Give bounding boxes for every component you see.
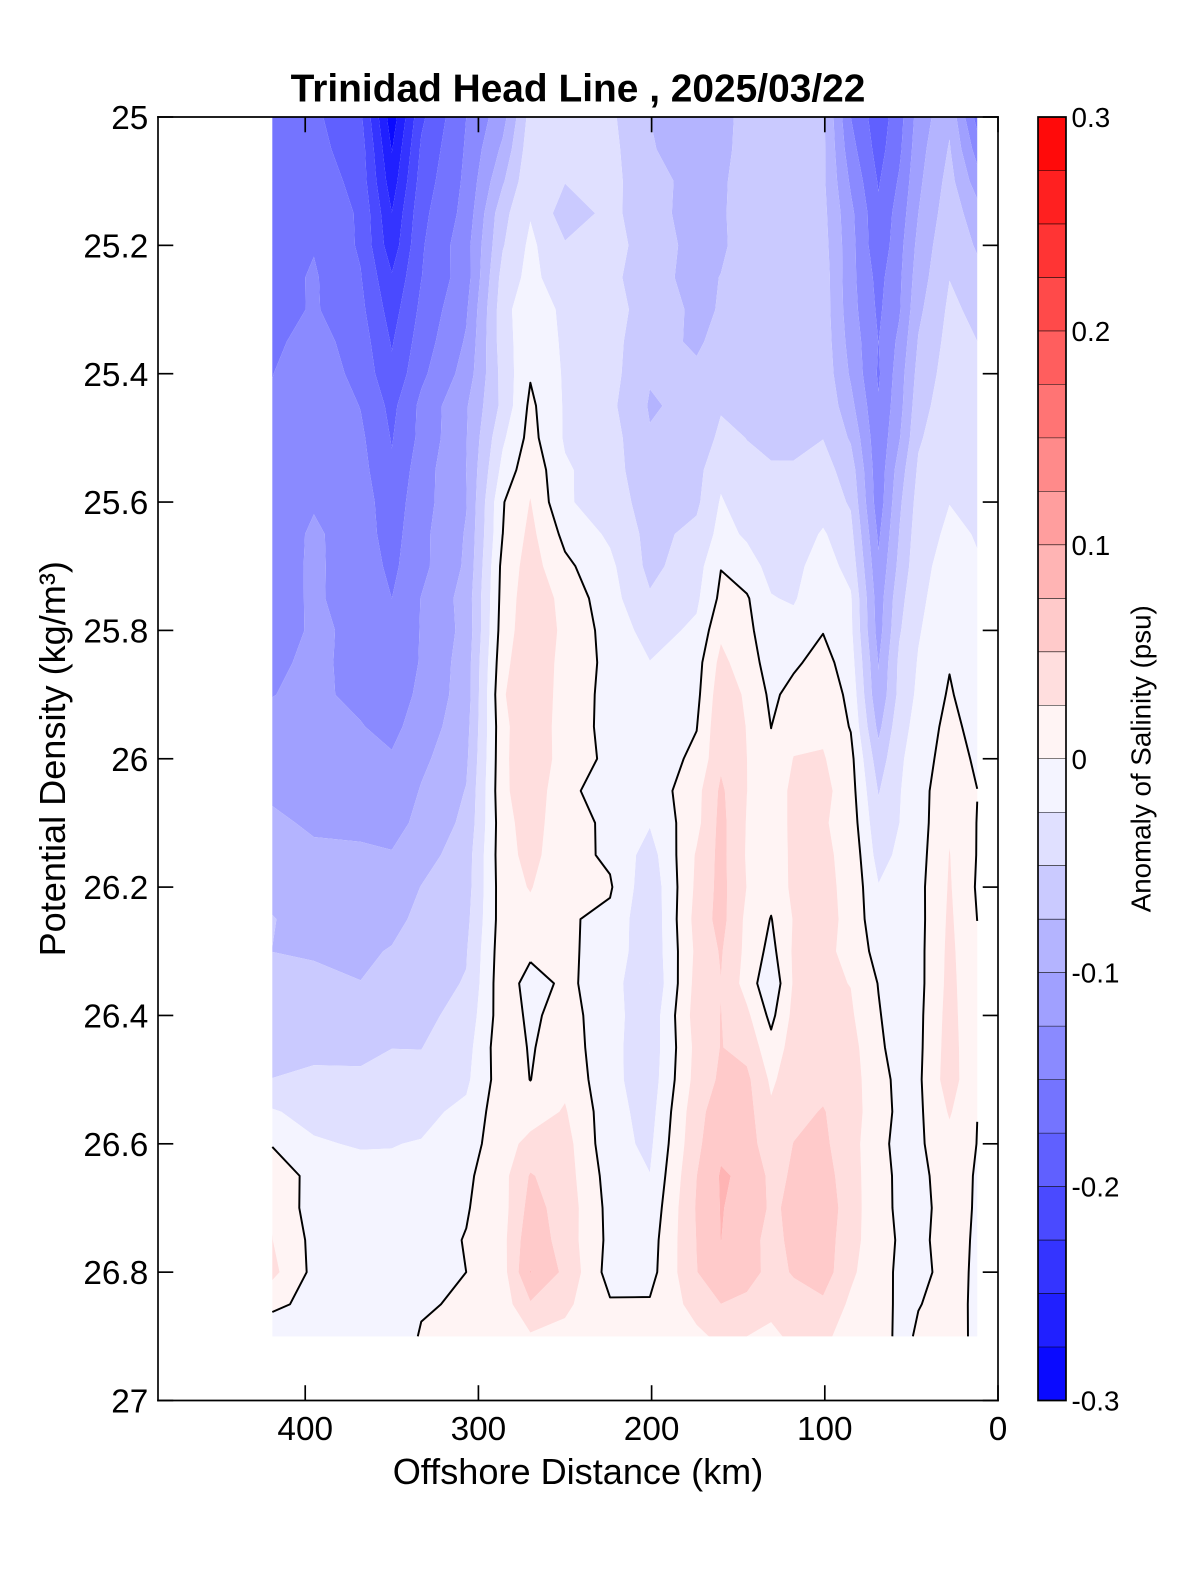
- svg-text:-0.3: -0.3: [1072, 1386, 1120, 1417]
- svg-text:Offshore Distance (km): Offshore Distance (km): [393, 1451, 764, 1492]
- svg-text:Potential Density (kg/m³): Potential Density (kg/m³): [32, 561, 73, 956]
- svg-text:27: 27: [111, 1384, 148, 1421]
- svg-text:25.6: 25.6: [83, 485, 148, 522]
- svg-text:0: 0: [989, 1411, 1008, 1448]
- svg-text:0: 0: [1072, 744, 1087, 775]
- svg-text:26.4: 26.4: [83, 999, 148, 1036]
- svg-text:26.2: 26.2: [83, 870, 148, 907]
- svg-text:-0.2: -0.2: [1072, 1172, 1120, 1203]
- svg-text:26.8: 26.8: [83, 1255, 148, 1292]
- svg-text:-0.1: -0.1: [1072, 958, 1120, 989]
- svg-text:400: 400: [277, 1411, 333, 1448]
- svg-text:100: 100: [797, 1411, 853, 1448]
- svg-text:Trinidad Head Line , 2025/03/2: Trinidad Head Line , 2025/03/22: [291, 68, 866, 111]
- svg-text:25.4: 25.4: [83, 357, 148, 394]
- svg-text:26.6: 26.6: [83, 1127, 148, 1164]
- svg-text:25.2: 25.2: [83, 228, 148, 265]
- svg-text:200: 200: [624, 1411, 680, 1448]
- svg-text:Anomaly of Salinity (psu): Anomaly of Salinity (psu): [1126, 605, 1157, 912]
- svg-text:0.3: 0.3: [1072, 102, 1111, 133]
- svg-text:25: 25: [111, 100, 148, 137]
- svg-text:0.1: 0.1: [1072, 530, 1111, 561]
- svg-text:26: 26: [111, 742, 148, 779]
- svg-text:25.8: 25.8: [83, 613, 148, 650]
- svg-text:300: 300: [451, 1411, 507, 1448]
- svg-text:0.2: 0.2: [1072, 316, 1111, 347]
